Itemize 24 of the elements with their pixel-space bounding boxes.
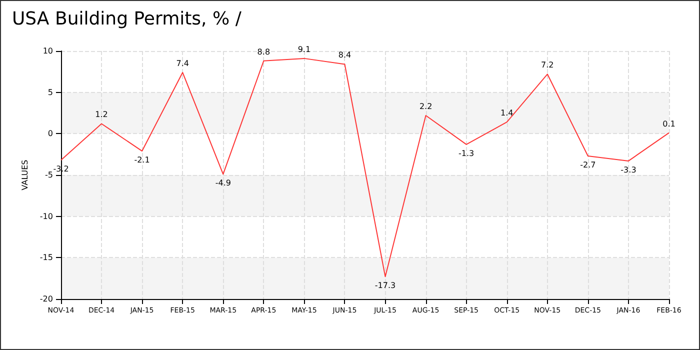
data-label: -2.1 bbox=[134, 156, 150, 165]
y-tick-label: -5 bbox=[45, 170, 53, 180]
data-label: -1.3 bbox=[458, 148, 474, 158]
data-label: 2.2 bbox=[419, 102, 432, 111]
data-label: 8.4 bbox=[338, 50, 352, 60]
y-tick-label: -20 bbox=[40, 294, 53, 304]
y-tick-label: -15 bbox=[40, 253, 53, 262]
y-tick-label: 0 bbox=[48, 129, 53, 138]
y-tick-label: 5 bbox=[48, 88, 53, 97]
data-label: -3.3 bbox=[620, 165, 636, 174]
data-label: 8.8 bbox=[257, 47, 270, 56]
data-label: 0.1 bbox=[662, 119, 676, 128]
data-label: -17.3 bbox=[374, 281, 396, 290]
data-label: 7.2 bbox=[541, 60, 554, 70]
y-tick-label: 10 bbox=[42, 46, 53, 56]
data-label: 1.4 bbox=[500, 108, 514, 118]
data-label: 9.1 bbox=[298, 44, 311, 54]
data-label: -4.9 bbox=[215, 178, 231, 188]
y-tick-label: -10 bbox=[40, 212, 53, 221]
chart-title: USA Building Permits, % / bbox=[12, 8, 242, 30]
y-axis-title: VALUES bbox=[20, 160, 30, 190]
data-label: 7.4 bbox=[176, 58, 189, 68]
data-label: -2.7 bbox=[580, 160, 596, 170]
data-label: 1.2 bbox=[95, 110, 108, 120]
